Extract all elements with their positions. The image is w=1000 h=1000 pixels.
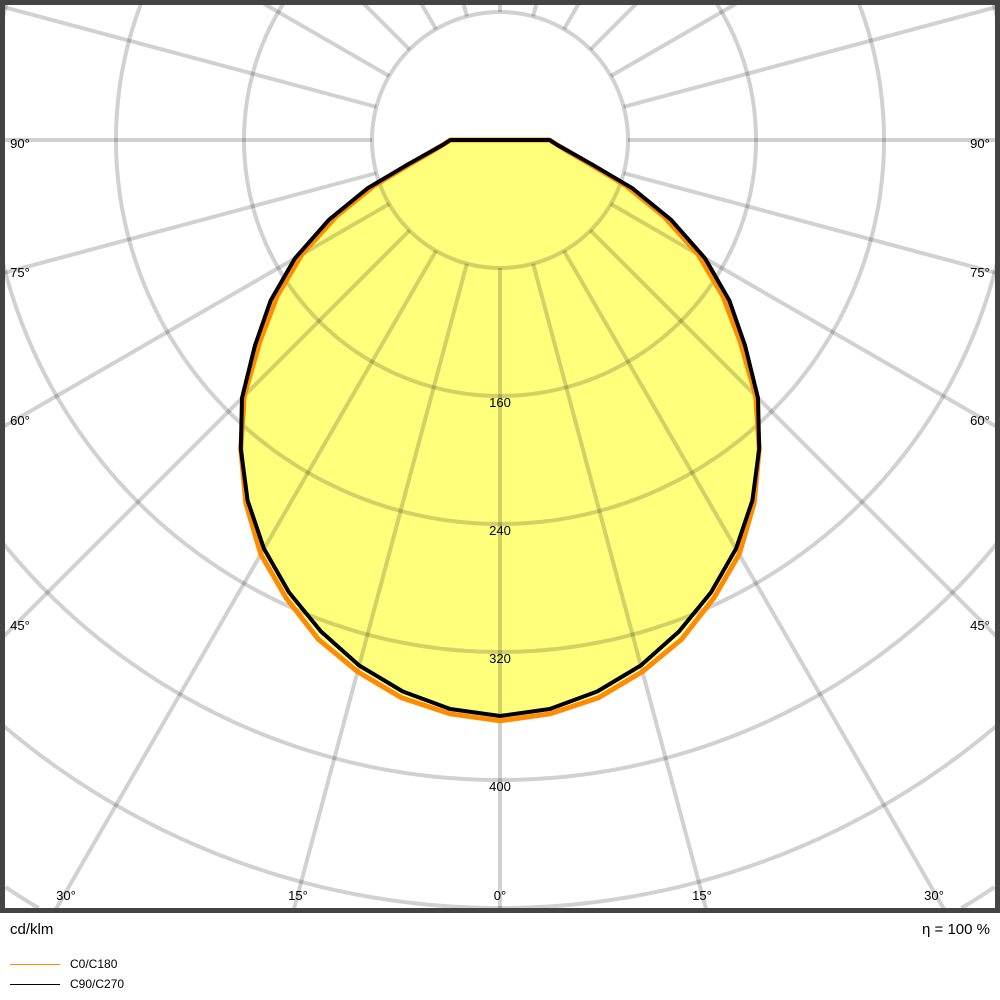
radial-tick-label: 320 — [489, 651, 511, 666]
angle-label: 15° — [692, 888, 712, 903]
angle-label: 30° — [56, 888, 76, 903]
legend-label: C0/C180 — [70, 957, 118, 971]
angle-label: 60° — [10, 413, 30, 428]
angle-label: 75° — [970, 265, 990, 280]
radial-tick-label: 160 — [489, 395, 511, 410]
grid-spoke — [589, 229, 1000, 642]
grid-spoke — [562, 249, 947, 911]
grid-ring — [114, 1, 886, 526]
unit-label: cd/klm — [10, 921, 54, 938]
grid-spoke — [256, 0, 391, 78]
grid-spoke — [589, 0, 642, 51]
angle-label: 45° — [970, 618, 990, 633]
radial-tick-label: 240 — [489, 523, 511, 538]
legend-item-c90: C90/C270 — [10, 977, 124, 991]
curve-c0-c180 — [238, 137, 762, 724]
curve-c90-c270 — [238, 138, 762, 718]
angle-label: 75° — [10, 265, 30, 280]
grid-spoke — [623, 171, 1000, 276]
grid-spoke — [0, 4, 377, 109]
legend-item-c0: C0/C180 — [10, 957, 117, 971]
legend-label: C90/C270 — [70, 977, 125, 991]
angle-label: 0° — [494, 888, 506, 903]
angle-label: 30° — [924, 888, 944, 903]
grid-ring — [4, 885, 996, 910]
grid-ring — [0, 722, 1000, 910]
grid-ring — [1, 541, 999, 782]
angle-label: 90° — [970, 136, 990, 151]
grid-spoke — [531, 263, 709, 911]
grid-spoke — [291, 263, 469, 911]
grid-spoke — [609, 0, 744, 78]
grid-spoke — [0, 229, 411, 642]
grid-ring — [242, 0, 758, 398]
efficiency-label: η = 100 % — [922, 921, 990, 938]
grid-ring — [370, 10, 630, 270]
curve-fill-0 — [240, 140, 760, 721]
angle-label: 15° — [288, 888, 308, 903]
grid-spoke — [53, 249, 438, 912]
angle-label: 90° — [10, 136, 30, 151]
grid-spoke — [0, 171, 377, 276]
radial-tick-label: 400 — [489, 779, 511, 794]
grid-spoke — [358, 0, 411, 51]
legend-swatch-black — [10, 983, 60, 985]
grid-spoke — [609, 202, 1000, 431]
legend-swatch-orange — [10, 963, 60, 965]
grid-spoke — [0, 202, 391, 431]
curve-fill-1 — [240, 140, 760, 716]
angle-label: 60° — [970, 413, 990, 428]
angle-label: 45° — [10, 618, 30, 633]
grid-spoke — [623, 4, 1000, 109]
plot-frame — [0, 0, 1000, 913]
